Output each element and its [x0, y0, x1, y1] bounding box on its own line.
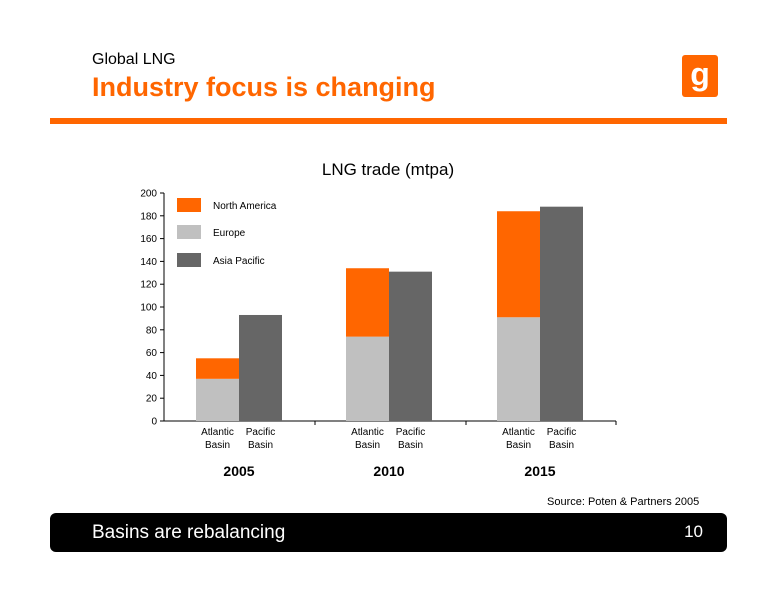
x-category-label: Pacific: [547, 427, 576, 438]
legend-swatch-north-america: [177, 198, 201, 212]
x-category-label: Pacific: [396, 427, 425, 438]
year-group-label: 2005: [223, 463, 254, 479]
bar-segment-2015-atlantic-north-america: [497, 211, 540, 318]
legend-label: North America: [213, 201, 277, 212]
x-category-label: Basin: [248, 440, 273, 451]
year-group-label: 2015: [524, 463, 555, 479]
y-tick-label: 100: [140, 303, 157, 314]
section-kicker: Global LNG: [92, 51, 176, 68]
legend-label: Asia Pacific: [213, 256, 265, 267]
legend-label: Europe: [213, 228, 246, 239]
x-category-label: Basin: [506, 440, 531, 451]
x-category-label: Pacific: [246, 427, 275, 438]
y-tick-label: 40: [146, 371, 158, 382]
bar-segment-2010-atlantic-north-america: [346, 268, 389, 337]
company-logo-icon: g: [682, 55, 718, 97]
x-category-label: Atlantic: [502, 427, 535, 438]
x-category-label: Atlantic: [201, 427, 234, 438]
y-tick-label: 200: [140, 189, 157, 200]
y-tick-label: 0: [151, 417, 157, 428]
x-category-label: Basin: [398, 440, 423, 451]
bar-segment-2005-pacific-asia-pacific: [239, 314, 282, 421]
lng-trade-chart: 0 20 40 60 80 100 120 140 160 180 200 Atlantic Basin…: [140, 189, 617, 479]
bar-segment-2015-atlantic-europe: [497, 317, 540, 421]
y-tick-label: 140: [140, 257, 157, 268]
x-category-label: Basin: [205, 440, 230, 451]
bar-segment-2010-pacific-asia-pacific: [389, 271, 432, 421]
y-tick-label: 60: [146, 348, 158, 359]
footer-message: Basins are rebalancing: [92, 522, 286, 543]
y-tick-label: 120: [140, 280, 157, 291]
y-tick-label: 80: [146, 325, 158, 336]
x-category-label: Basin: [355, 440, 380, 451]
logo-letter: g: [690, 56, 710, 92]
bar-segment-2010-atlantic-europe: [346, 336, 389, 421]
legend-swatch-europe: [177, 225, 201, 239]
bar-segment-2005-atlantic-europe: [196, 378, 239, 421]
y-tick-label: 180: [140, 211, 157, 222]
footer-bar: Basins are rebalancing 10: [50, 513, 727, 552]
x-category-label: Basin: [549, 440, 574, 451]
y-tick-label: 20: [146, 394, 158, 405]
chart-title: LNG trade (mtpa): [321, 160, 455, 179]
year-group-label: 2010: [373, 463, 404, 479]
legend-swatch-asia-pacific: [177, 253, 201, 267]
x-category-label: Atlantic: [351, 427, 384, 438]
y-tick-label: 160: [140, 234, 157, 245]
page-title: Industry focus is changing: [92, 72, 436, 102]
source-note: Source: Poten & Partners 2005: [547, 496, 700, 508]
bar-segment-2005-atlantic-north-america: [196, 358, 239, 379]
header-divider: [50, 118, 727, 124]
bar-segment-2015-pacific-asia-pacific: [540, 206, 583, 421]
page-number: 10: [684, 522, 703, 541]
